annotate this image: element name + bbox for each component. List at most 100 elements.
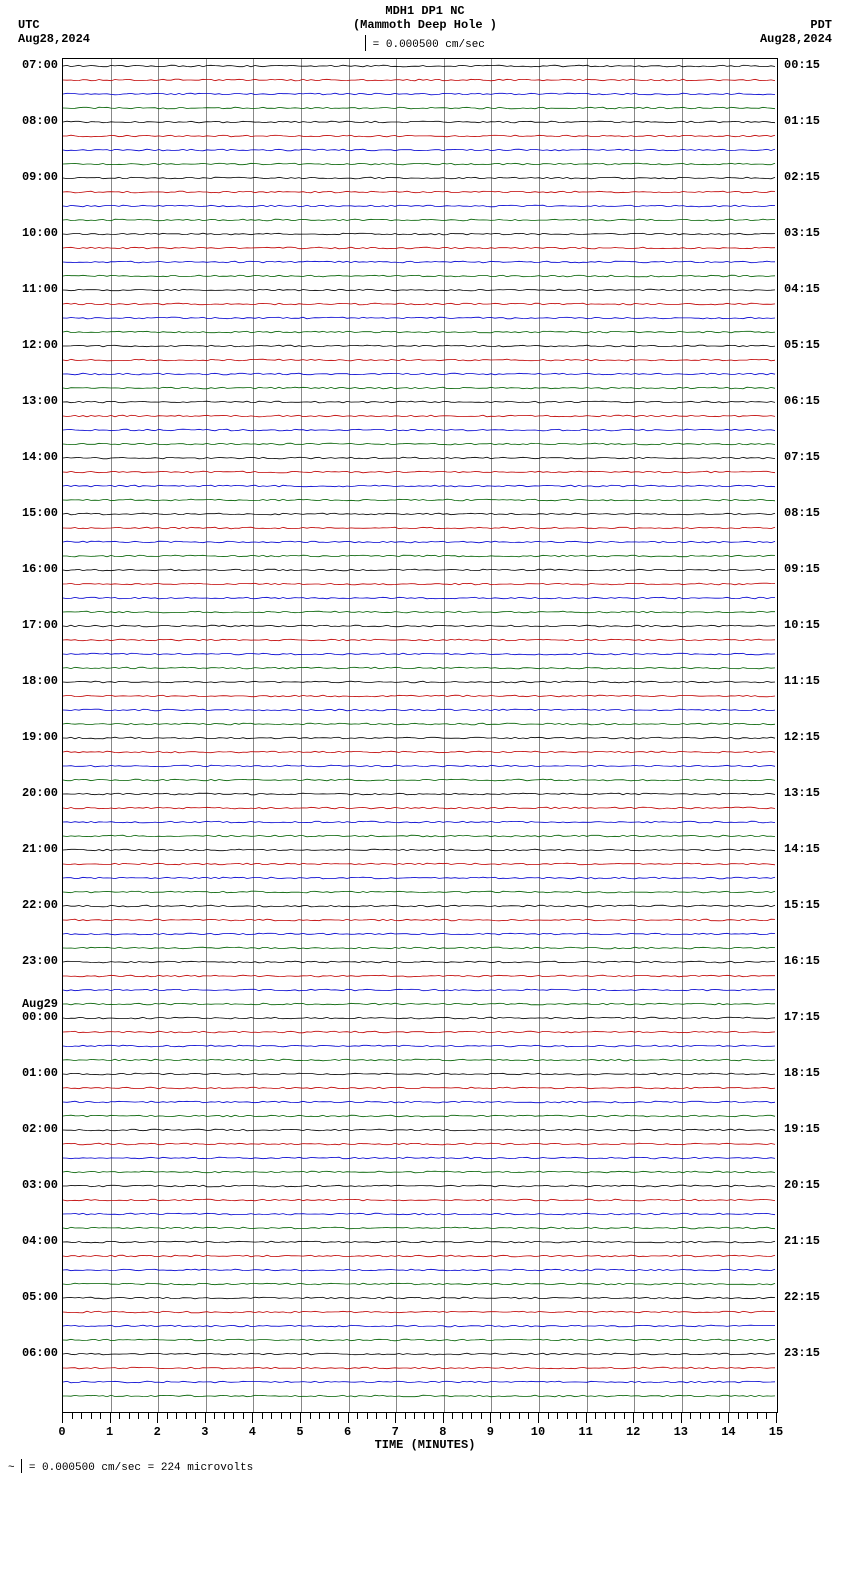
tick-major [110, 1413, 111, 1423]
tick-minor [290, 1413, 291, 1419]
tick-label: 11 [578, 1425, 592, 1439]
utc-hour-label: 10:00 [2, 226, 58, 240]
utc-hour-label: 07:00 [2, 58, 58, 72]
tz-left-label: UTC [18, 18, 40, 32]
footer-text-prefix: = 0.000500 cm/sec = [22, 1462, 161, 1474]
tick-minor [386, 1413, 387, 1419]
station-title: MDH1 DP1 NC [0, 4, 850, 18]
pdt-hour-label: 01:15 [784, 114, 844, 128]
tick-minor [424, 1413, 425, 1419]
tick-minor [500, 1413, 501, 1419]
trace-line [63, 1031, 775, 1033]
tick-major [681, 1413, 682, 1423]
utc-hour-label: 15:00 [2, 506, 58, 520]
trace-line [63, 793, 775, 795]
trace-line [63, 905, 775, 907]
tick-minor [719, 1413, 720, 1419]
tick-label: 3 [201, 1425, 208, 1439]
tick-minor [224, 1413, 225, 1419]
trace-line [63, 681, 775, 683]
pdt-hour-label: 12:15 [784, 730, 844, 744]
date-right-label: Aug28,2024 [760, 32, 832, 46]
tick-label: 6 [344, 1425, 351, 1439]
tick-minor [757, 1413, 758, 1419]
trace-line [63, 205, 775, 207]
trace-line [63, 1143, 775, 1145]
date-left-label: Aug28,2024 [18, 32, 90, 46]
trace-line [63, 303, 775, 305]
trace-line [63, 625, 775, 627]
tick-major [62, 1413, 63, 1423]
trace-line [63, 1381, 775, 1383]
trace-line [63, 373, 775, 375]
trace-line [63, 667, 775, 669]
trace-line [63, 415, 775, 417]
trace-line [63, 233, 775, 235]
utc-hour-label: 00:00 [2, 1010, 58, 1024]
trace-line [63, 1269, 775, 1271]
tick-label: 10 [531, 1425, 545, 1439]
trace-line [63, 191, 775, 193]
trace-line [63, 527, 775, 529]
tick-minor [129, 1413, 130, 1419]
tick-major [157, 1413, 158, 1423]
pdt-hour-label: 17:15 [784, 1010, 844, 1024]
scale-bar-icon [365, 35, 366, 51]
trace-line [63, 1045, 775, 1047]
tick-major [443, 1413, 444, 1423]
trace-line [63, 457, 775, 459]
tick-minor [452, 1413, 453, 1419]
utc-hour-label: 08:00 [2, 114, 58, 128]
trace-line [63, 751, 775, 753]
tick-label: 12 [626, 1425, 640, 1439]
pdt-hour-label: 18:15 [784, 1066, 844, 1080]
trace-line [63, 387, 775, 389]
tick-minor [709, 1413, 710, 1419]
trace-line [63, 877, 775, 879]
tick-minor [338, 1413, 339, 1419]
pdt-hour-label: 06:15 [784, 394, 844, 408]
tick-minor [433, 1413, 434, 1419]
trace-line [63, 1311, 775, 1313]
trace-line [63, 555, 775, 557]
tick-minor [319, 1413, 320, 1419]
tick-minor [376, 1413, 377, 1419]
trace-line [63, 359, 775, 361]
tick-minor [271, 1413, 272, 1419]
tick-minor [186, 1413, 187, 1419]
trace-line [63, 975, 775, 977]
tick-minor [414, 1413, 415, 1419]
pdt-hour-label: 16:15 [784, 954, 844, 968]
tick-minor [262, 1413, 263, 1419]
tick-major [395, 1413, 396, 1423]
trace-line [63, 723, 775, 725]
trace-line [63, 933, 775, 935]
tick-minor [119, 1413, 120, 1419]
trace-line [63, 1227, 775, 1229]
pdt-hour-label: 14:15 [784, 842, 844, 856]
trace-line [63, 1283, 775, 1285]
trace-line [63, 1199, 775, 1201]
trace-line [63, 1353, 775, 1355]
seismogram-container: MDH1 DP1 NC (Mammoth Deep Hole ) = 0.000… [0, 0, 850, 1584]
tick-minor [357, 1413, 358, 1419]
pdt-hour-label: 07:15 [784, 450, 844, 464]
tick-label: 13 [674, 1425, 688, 1439]
trace-line [63, 219, 775, 221]
trace-line [63, 821, 775, 823]
utc-hour-label: 06:00 [2, 1346, 58, 1360]
trace-line [63, 135, 775, 137]
x-axis-label: TIME (MINUTES) [0, 1438, 850, 1452]
tick-minor [233, 1413, 234, 1419]
utc-day-label: Aug29 [2, 997, 58, 1011]
tick-minor [671, 1413, 672, 1419]
trace-line [63, 779, 775, 781]
footer-wiggle-icon: ~ [8, 1462, 15, 1474]
tick-major [776, 1413, 777, 1423]
tick-minor [519, 1413, 520, 1419]
trace-line [63, 177, 775, 179]
pdt-hour-label: 11:15 [784, 674, 844, 688]
trace-line [63, 107, 775, 109]
pdt-hour-label: 08:15 [784, 506, 844, 520]
trace-line [63, 275, 775, 277]
